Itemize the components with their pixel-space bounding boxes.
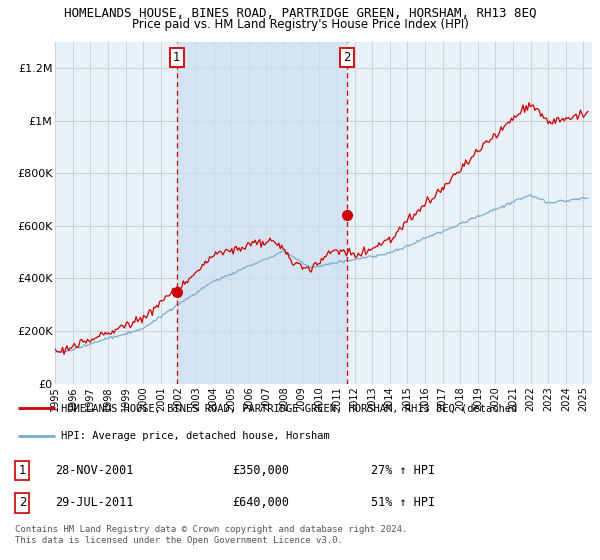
- Text: HPI: Average price, detached house, Horsham: HPI: Average price, detached house, Hors…: [61, 431, 330, 441]
- Text: 1: 1: [19, 464, 26, 477]
- Text: Price paid vs. HM Land Registry's House Price Index (HPI): Price paid vs. HM Land Registry's House …: [131, 18, 469, 31]
- Text: 29-JUL-2011: 29-JUL-2011: [55, 496, 134, 509]
- Text: HOMELANDS HOUSE, BINES ROAD, PARTRIDGE GREEN, HORSHAM, RH13 8EQ (detached: HOMELANDS HOUSE, BINES ROAD, PARTRIDGE G…: [61, 403, 517, 413]
- Text: 2: 2: [19, 496, 26, 509]
- Text: 1: 1: [173, 52, 181, 64]
- Bar: [177, 42, 347, 384]
- Text: HOMELANDS HOUSE, BINES ROAD, PARTRIDGE GREEN, HORSHAM, RH13 8EQ: HOMELANDS HOUSE, BINES ROAD, PARTRIDGE G…: [64, 7, 536, 20]
- Text: 51% ↑ HPI: 51% ↑ HPI: [371, 496, 435, 509]
- Text: 2: 2: [343, 52, 350, 64]
- Text: £640,000: £640,000: [232, 496, 289, 509]
- Text: 27% ↑ HPI: 27% ↑ HPI: [371, 464, 435, 477]
- Text: Contains HM Land Registry data © Crown copyright and database right 2024.
This d: Contains HM Land Registry data © Crown c…: [15, 525, 407, 545]
- Text: £350,000: £350,000: [232, 464, 289, 477]
- Text: 28-NOV-2001: 28-NOV-2001: [55, 464, 134, 477]
